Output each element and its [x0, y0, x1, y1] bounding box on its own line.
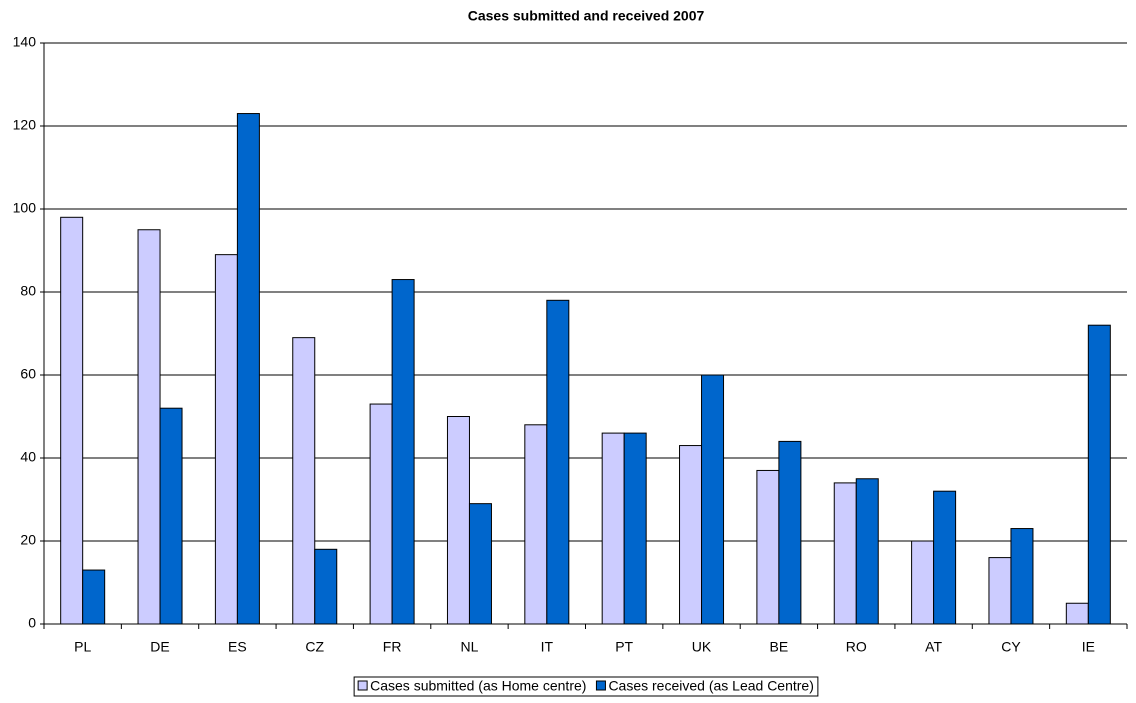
bar — [1010, 528, 1034, 625]
x-tick-label: DE — [150, 639, 169, 655]
bar — [601, 432, 625, 625]
bar — [855, 478, 879, 625]
x-tick-label: IE — [1082, 639, 1095, 655]
bar — [314, 548, 338, 625]
legend-label: Cases submitted (as Home centre) — [370, 678, 586, 694]
bar — [1065, 602, 1089, 625]
bar — [778, 440, 802, 625]
bar — [833, 482, 857, 625]
bar — [446, 416, 470, 625]
legend-swatch — [357, 680, 368, 691]
legend-label: Cases received (as Lead Centre) — [608, 678, 813, 694]
bar — [214, 254, 238, 625]
x-tick-label: AT — [925, 639, 942, 655]
chart-title: Cases submitted and received 2007 — [468, 8, 705, 24]
x-tick-label: BE — [770, 639, 789, 655]
y-tick-label: 100 — [13, 200, 37, 216]
x-tick-label: CY — [1001, 639, 1021, 655]
x-tick-label: RO — [846, 639, 867, 655]
bar — [911, 540, 935, 625]
y-tick-label: 60 — [20, 366, 36, 382]
x-tick-label: PT — [615, 639, 633, 655]
y-tick-label: 80 — [20, 283, 36, 299]
bar — [623, 432, 647, 625]
legend-swatch — [595, 680, 606, 691]
bar — [468, 503, 492, 625]
bar — [1087, 324, 1111, 625]
bar — [236, 113, 260, 625]
bar — [391, 279, 415, 625]
y-tick-label: 40 — [20, 449, 36, 465]
bar — [159, 407, 183, 625]
y-tick-label: 140 — [13, 34, 37, 50]
legend: Cases submitted (as Home centre) Cases re… — [353, 676, 819, 697]
y-tick-label: 120 — [13, 117, 37, 133]
bar — [756, 469, 780, 625]
bar — [524, 424, 548, 625]
bar — [933, 490, 957, 625]
y-tick-label: 20 — [20, 532, 36, 548]
x-tick-label: PL — [74, 639, 91, 655]
bar — [60, 216, 84, 625]
bar — [546, 299, 570, 625]
bar — [701, 374, 725, 625]
legend-box — [353, 676, 819, 697]
bar — [988, 557, 1012, 625]
bar — [292, 337, 316, 625]
bar — [369, 403, 393, 625]
bar — [679, 445, 703, 625]
y-tick-label: 0 — [28, 615, 36, 631]
x-tick-label: UK — [692, 639, 712, 655]
x-tick-label: FR — [383, 639, 402, 655]
bar — [137, 229, 161, 625]
x-tick-label: IT — [541, 639, 554, 655]
x-tick-label: NL — [461, 639, 479, 655]
bar — [82, 569, 106, 625]
x-tick-label: CZ — [305, 639, 324, 655]
x-tick-label: ES — [228, 639, 247, 655]
